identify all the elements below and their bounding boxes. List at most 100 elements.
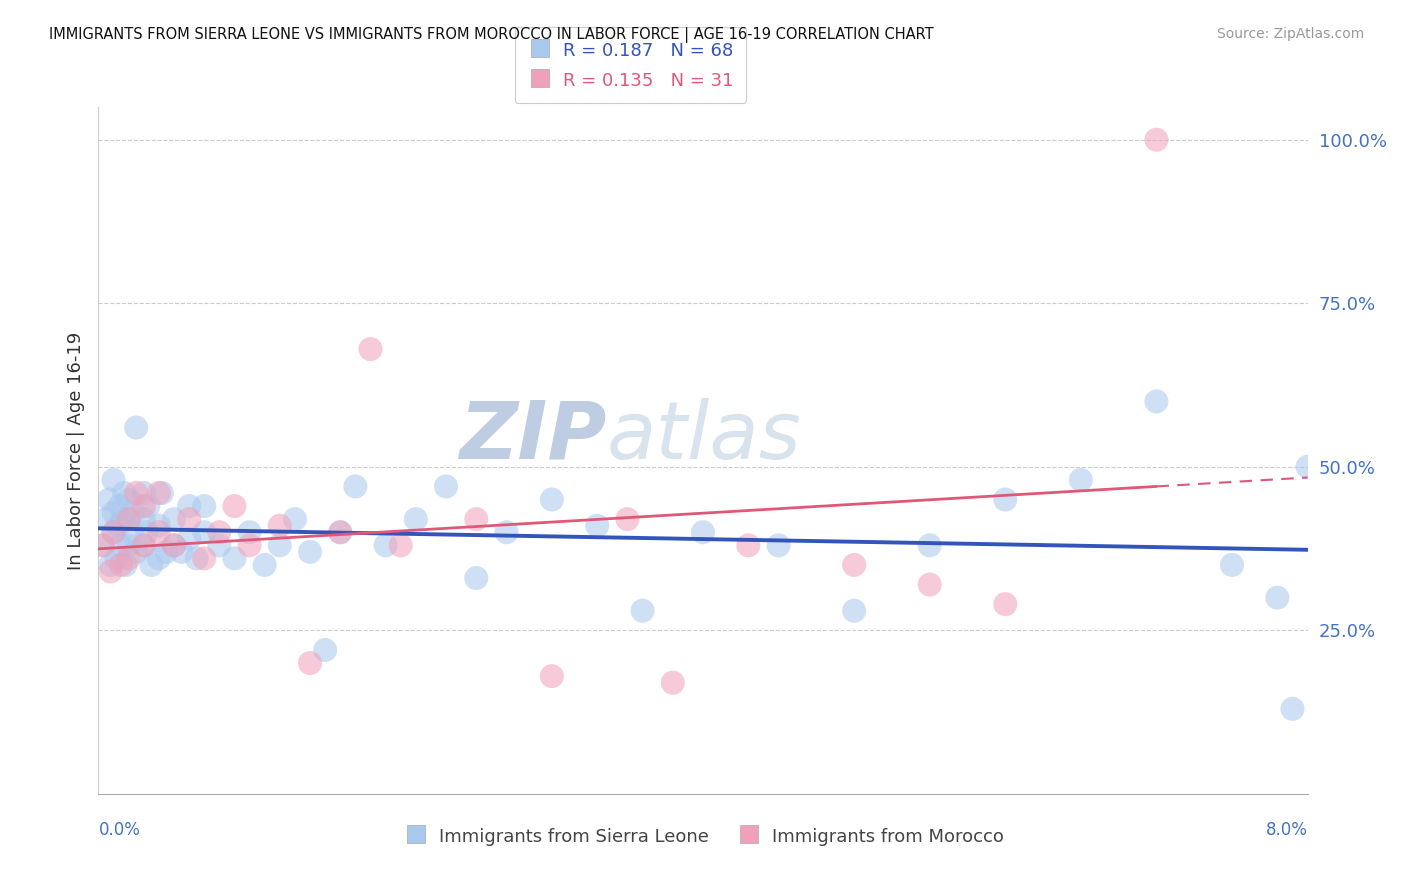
Point <box>132 512 155 526</box>
Point <box>540 669 562 683</box>
Point <box>125 545 148 559</box>
Point <box>103 473 125 487</box>
Point <box>844 558 866 572</box>
Point <box>616 512 638 526</box>
Point <box>105 551 128 566</box>
Point <box>125 486 148 500</box>
Point <box>465 571 488 585</box>
Point <box>269 518 291 533</box>
Point <box>253 558 276 572</box>
Point <box>374 538 396 552</box>
Point <box>150 486 173 500</box>
Point <box>148 518 170 533</box>
Point <box>118 512 141 526</box>
Point <box>148 525 170 540</box>
Point <box>179 499 201 513</box>
Point <box>299 656 322 670</box>
Point <box>121 525 143 540</box>
Point <box>631 604 654 618</box>
Point <box>586 518 609 533</box>
Point <box>98 492 121 507</box>
Point <box>132 486 155 500</box>
Point <box>136 499 159 513</box>
Point <box>135 525 157 540</box>
Point <box>661 675 683 690</box>
Point <box>110 558 132 572</box>
Point <box>132 538 155 552</box>
Point <box>91 538 114 552</box>
Point <box>405 512 427 526</box>
Point <box>100 558 122 572</box>
Point <box>122 506 145 520</box>
Point <box>224 551 246 566</box>
Point <box>239 525 262 540</box>
Point <box>918 538 941 552</box>
Point <box>1146 394 1168 409</box>
Point <box>768 538 790 552</box>
Point <box>389 538 412 552</box>
Point <box>163 538 186 552</box>
Point <box>94 512 117 526</box>
Point <box>495 525 517 540</box>
Point <box>118 492 141 507</box>
Point <box>994 492 1017 507</box>
Point <box>692 525 714 540</box>
Point <box>103 506 125 520</box>
Point <box>107 518 129 533</box>
Point <box>344 479 367 493</box>
Text: ZIP: ZIP <box>458 398 606 475</box>
Point <box>1070 473 1092 487</box>
Point <box>994 597 1017 611</box>
Point <box>284 512 307 526</box>
Point <box>918 577 941 591</box>
Point <box>179 532 201 546</box>
Text: 0.0%: 0.0% <box>98 822 141 839</box>
Point <box>132 499 155 513</box>
Legend: Immigrants from Sierra Leone, Immigrants from Morocco: Immigrants from Sierra Leone, Immigrants… <box>395 818 1011 854</box>
Point <box>110 538 132 552</box>
Point <box>125 420 148 434</box>
Point <box>118 551 141 566</box>
Point <box>148 486 170 500</box>
Point <box>224 499 246 513</box>
Point <box>208 525 231 540</box>
Point <box>360 342 382 356</box>
Point <box>179 512 201 526</box>
Point <box>737 538 759 552</box>
Point <box>132 538 155 552</box>
Point <box>314 643 336 657</box>
Point <box>118 512 141 526</box>
Point <box>329 525 352 540</box>
Point <box>170 545 193 559</box>
Point <box>208 538 231 552</box>
Point <box>103 525 125 540</box>
Point <box>465 512 488 526</box>
Text: atlas: atlas <box>606 398 801 475</box>
Text: 8.0%: 8.0% <box>1265 822 1308 839</box>
Point <box>114 558 136 572</box>
Point <box>148 551 170 566</box>
Point <box>111 512 134 526</box>
Point <box>844 604 866 618</box>
Point <box>269 538 291 552</box>
Point <box>1281 702 1303 716</box>
Point <box>1220 558 1243 572</box>
Point <box>1296 459 1319 474</box>
Point <box>155 545 177 559</box>
Text: Source: ZipAtlas.com: Source: ZipAtlas.com <box>1216 27 1364 41</box>
Point <box>1146 133 1168 147</box>
Point <box>329 525 352 540</box>
Point <box>299 545 322 559</box>
Point <box>112 486 135 500</box>
Point <box>193 525 215 540</box>
Point <box>91 538 114 552</box>
Point <box>103 525 125 540</box>
Point <box>1267 591 1289 605</box>
Point <box>108 499 131 513</box>
Point <box>434 479 457 493</box>
Point <box>239 538 262 552</box>
Y-axis label: In Labor Force | Age 16-19: In Labor Force | Age 16-19 <box>66 331 84 570</box>
Point <box>193 551 215 566</box>
Point <box>186 551 208 566</box>
Point <box>163 538 186 552</box>
